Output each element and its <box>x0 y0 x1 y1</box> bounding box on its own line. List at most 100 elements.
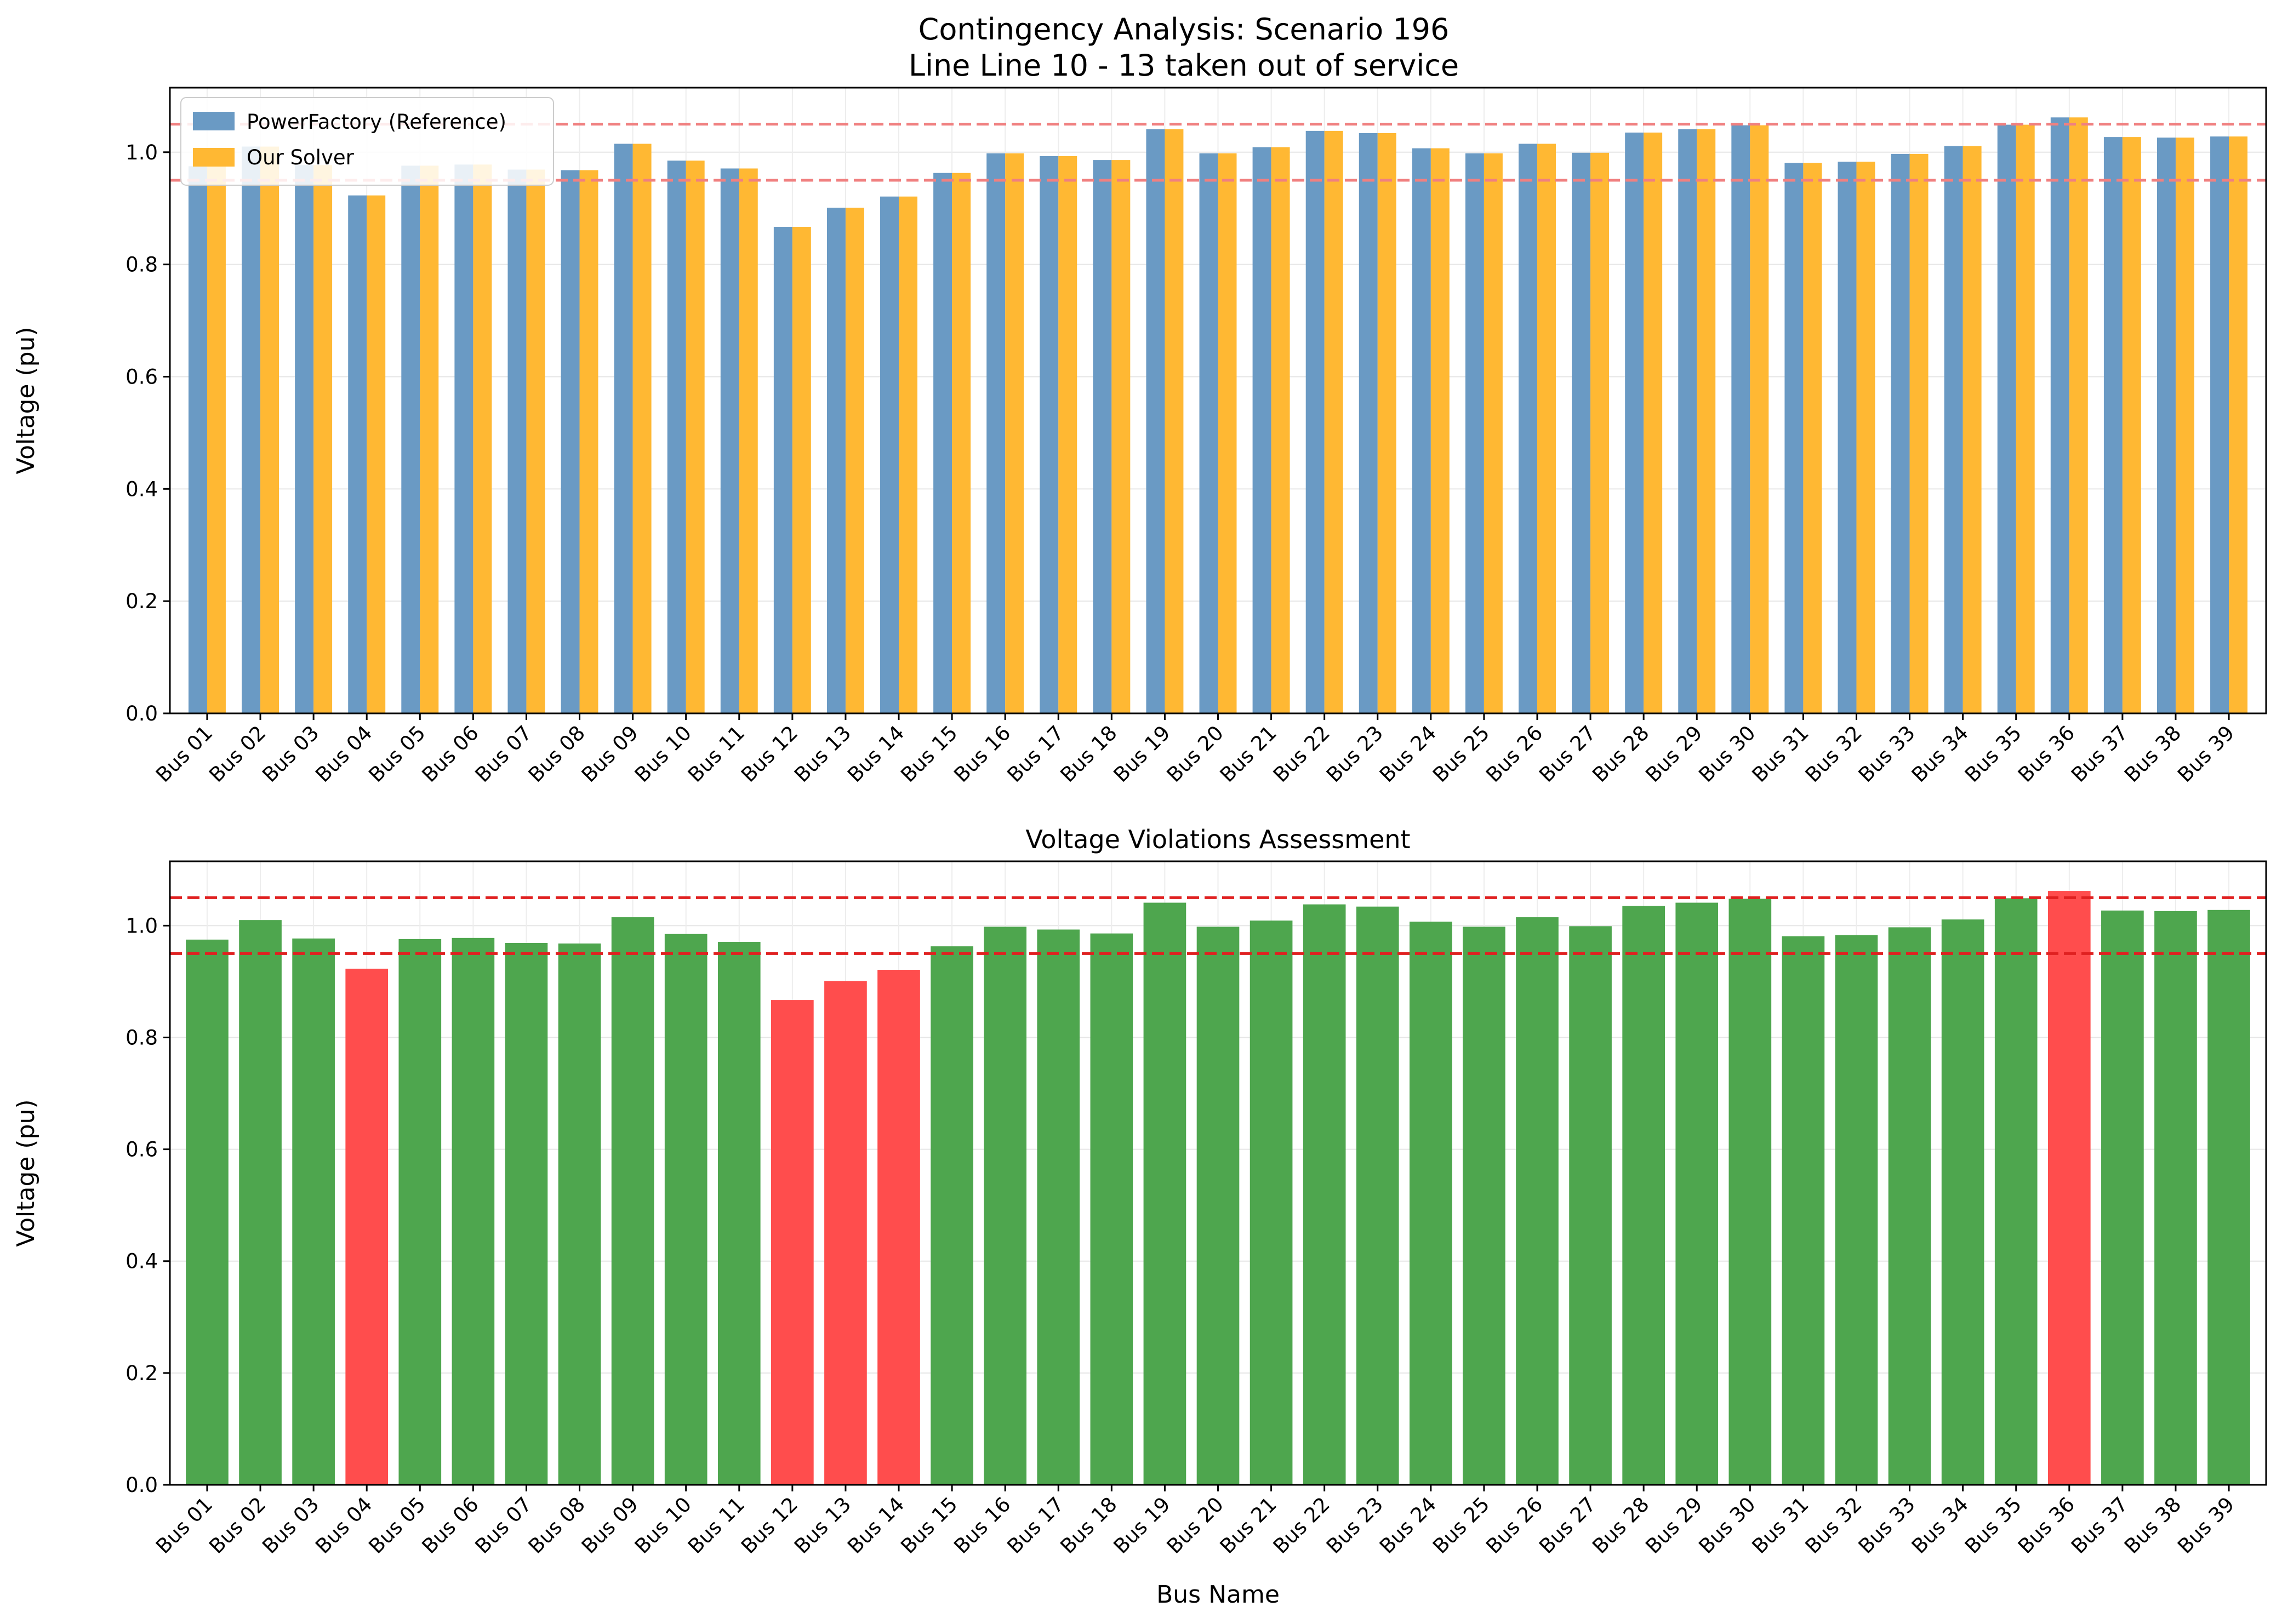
x-tick-label: Bus 34 <box>1907 721 1973 787</box>
y-tick-label: 0.6 <box>125 1138 158 1162</box>
bar-solver-10 <box>686 161 705 714</box>
bar-reference-5 <box>401 165 420 713</box>
bar-reference-11 <box>720 168 739 713</box>
x-tick-label: Bus 39 <box>2173 721 2239 787</box>
x-tick-label: Bus 22 <box>1269 721 1334 787</box>
bar-voltage-4 <box>345 968 389 1485</box>
bar-voltage-37 <box>2101 910 2144 1485</box>
bar-solver-6 <box>473 164 492 713</box>
x-tick-label: Bus 10 <box>630 1493 696 1558</box>
bar-reference-27 <box>1572 152 1591 713</box>
bar-voltage-29 <box>1675 902 1719 1485</box>
y-tick-label: 1.0 <box>125 141 158 164</box>
x-tick-label: Bus 08 <box>524 1493 590 1558</box>
x-tick-label: Bus 18 <box>1056 721 1122 787</box>
bar-voltage-31 <box>1782 936 1825 1485</box>
x-tick-label: Bus 01 <box>151 721 217 787</box>
bar-solver-15 <box>952 173 971 713</box>
x-tick-label: Bus 24 <box>1375 1493 1441 1558</box>
bar-reference-34 <box>1944 146 1963 714</box>
bar-voltage-20 <box>1196 927 1240 1485</box>
x-tick-label: Bus 09 <box>577 721 643 787</box>
x-tick-label: Bus 20 <box>1162 721 1228 787</box>
legend-label-reference: PowerFactory (Reference) <box>247 110 506 134</box>
x-tick-label: Bus 19 <box>1109 1493 1175 1558</box>
bar-solver-26 <box>1537 144 1556 714</box>
x-tick-label: Bus 37 <box>2067 1493 2132 1558</box>
bar-reference-1 <box>188 166 207 713</box>
bar-voltage-15 <box>931 946 973 1485</box>
y-tick-label: 0.0 <box>125 702 158 725</box>
bar-solver-23 <box>1377 133 1396 714</box>
bar-reference-21 <box>1252 147 1271 714</box>
bar-reference-23 <box>1359 133 1378 714</box>
bar-voltage-36 <box>2047 891 2091 1485</box>
bar-reference-20 <box>1199 153 1218 713</box>
x-tick-label: Bus 01 <box>151 1493 217 1558</box>
bar-reference-36 <box>2050 117 2069 713</box>
figure-title-line2: Line Line 10 - 13 taken out of service <box>909 48 1459 83</box>
bar-solver-12 <box>792 227 811 713</box>
x-tick-label: Bus 31 <box>1748 721 1813 787</box>
bar-solver-24 <box>1430 148 1450 713</box>
bar-solver-22 <box>1324 130 1343 713</box>
x-tick-label: Bus 24 <box>1375 721 1441 787</box>
bar-voltage-35 <box>1994 898 2038 1485</box>
x-tick-label: Bus 38 <box>2120 721 2186 787</box>
bar-reference-32 <box>1838 162 1857 713</box>
x-tick-label: Bus 13 <box>790 1493 855 1558</box>
bar-voltage-25 <box>1463 927 1505 1485</box>
bar-voltage-3 <box>292 938 335 1485</box>
x-tick-label: Bus 37 <box>2067 721 2132 787</box>
x-tick-label: Bus 10 <box>630 721 696 787</box>
x-tick-label: Bus 25 <box>1428 721 1494 787</box>
bar-voltage-34 <box>1941 919 1984 1485</box>
bar-voltage-22 <box>1303 904 1346 1485</box>
x-axis-label: Bus Name <box>1156 1581 1280 1609</box>
bar-voltage-1 <box>186 939 229 1485</box>
x-tick-label: Bus 14 <box>843 721 909 787</box>
bar-solver-19 <box>1165 129 1184 713</box>
x-tick-label: Bus 06 <box>418 721 483 787</box>
bar-reference-30 <box>1731 125 1750 713</box>
x-tick-label: Bus 30 <box>1695 721 1760 787</box>
x-tick-label: Bus 21 <box>1216 1493 1281 1558</box>
x-tick-label: Bus 07 <box>471 721 537 787</box>
bar-reference-15 <box>933 173 952 713</box>
bar-solver-17 <box>1058 156 1077 714</box>
bar-voltage-2 <box>239 920 282 1485</box>
bar-reference-12 <box>773 227 792 713</box>
bar-reference-28 <box>1625 132 1644 713</box>
x-tick-label: Bus 08 <box>524 721 590 787</box>
legend-swatch-reference <box>193 112 235 130</box>
bar-solver-9 <box>632 144 652 714</box>
x-tick-label: Bus 16 <box>949 1493 1015 1558</box>
bar-voltage-30 <box>1728 899 1772 1485</box>
bar-reference-16 <box>986 153 1006 713</box>
bar-solver-38 <box>2175 138 2194 713</box>
bar-voltage-5 <box>398 939 442 1485</box>
x-tick-label: Bus 35 <box>1960 721 2026 787</box>
x-tick-label: Bus 15 <box>896 721 962 787</box>
bar-solver-31 <box>1803 163 1822 713</box>
bar-reference-2 <box>242 146 261 713</box>
bar-solver-32 <box>1856 162 1875 713</box>
y-tick-label: 0.6 <box>125 365 158 388</box>
bar-solver-20 <box>1218 153 1237 713</box>
bar-voltage-23 <box>1356 906 1399 1485</box>
bar-voltage-12 <box>771 1000 814 1485</box>
x-tick-label: Bus 30 <box>1695 1493 1760 1558</box>
x-tick-label: Bus 17 <box>1002 721 1068 787</box>
bar-solver-21 <box>1271 147 1290 714</box>
bar-solver-29 <box>1697 129 1716 713</box>
bar-reference-17 <box>1040 156 1059 714</box>
x-tick-label: Bus 22 <box>1269 1493 1334 1558</box>
bar-solver-13 <box>845 208 864 713</box>
x-tick-label: Bus 31 <box>1748 1493 1813 1558</box>
bar-solver-30 <box>1750 125 1769 713</box>
bar-voltage-9 <box>611 917 654 1485</box>
x-tick-label: Bus 17 <box>1002 1493 1068 1558</box>
bar-voltage-11 <box>717 941 761 1485</box>
